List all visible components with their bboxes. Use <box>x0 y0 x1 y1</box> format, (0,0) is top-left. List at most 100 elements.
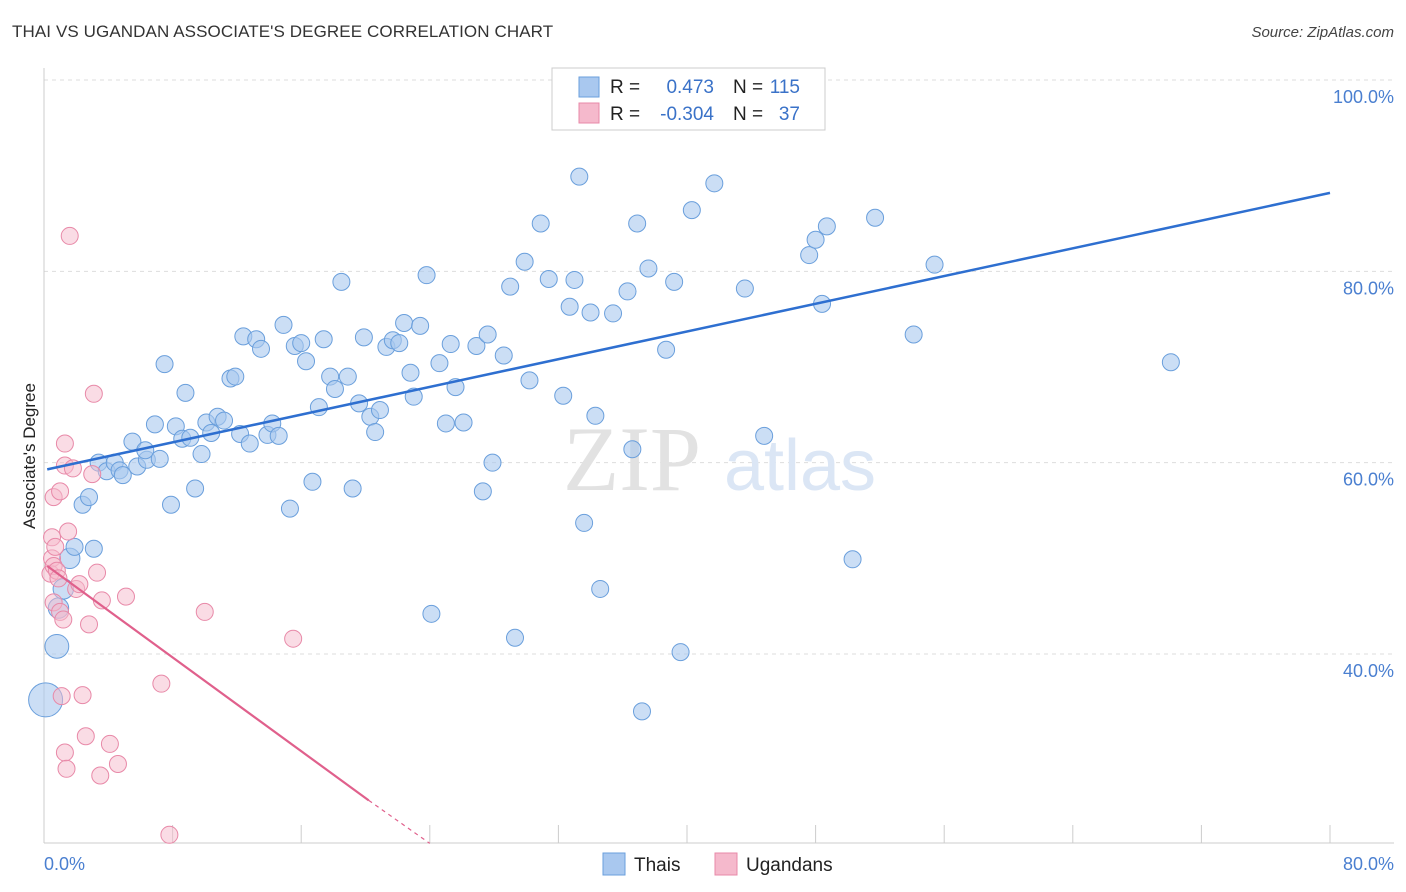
thais-point-89 <box>575 513 594 532</box>
thais-point-110 <box>843 550 862 569</box>
x-tick-label-right: 80.0% <box>1343 854 1394 874</box>
thais-point-91 <box>586 406 605 425</box>
thais-point-8 <box>80 488 99 507</box>
thais-point-62 <box>390 334 409 353</box>
thais-point-109 <box>817 217 836 236</box>
thais-point-112 <box>904 325 923 344</box>
thais-point-73 <box>454 413 473 432</box>
ugandans-point-34 <box>160 825 179 844</box>
thais-point-67 <box>417 266 436 285</box>
ugandans-point-23 <box>76 727 95 746</box>
thais-point-85 <box>554 386 573 405</box>
ugandans-trend-line <box>46 565 370 802</box>
thais-point-47 <box>303 472 322 491</box>
thais-point-95 <box>623 440 642 459</box>
ugandans-trend-extension <box>368 799 431 844</box>
thais-point-54 <box>343 479 362 498</box>
thais-point-68 <box>422 604 441 623</box>
legend-row1-r-value: 0.473 <box>666 77 714 98</box>
thais-point-21 <box>161 495 180 514</box>
legend-row2-r-label: R = <box>610 104 640 125</box>
legend-row1-n-value: 115 <box>770 77 800 98</box>
ugandans-point-14 <box>55 434 74 453</box>
y-axis-label: Associate's Degree <box>20 383 39 529</box>
ugandans-point-36 <box>284 629 303 648</box>
ugandans-point-11 <box>52 687 71 706</box>
thais-point-76 <box>478 325 497 344</box>
thais-point-51 <box>325 380 344 399</box>
y-tick-label-1: 80.0% <box>1343 278 1394 298</box>
ugandans-point-18 <box>60 226 79 245</box>
thais-point-82 <box>520 371 539 390</box>
thais-point-90 <box>581 303 600 322</box>
ugandans-point-31 <box>108 755 127 774</box>
chart-source: Source: ZipAtlas.com <box>1251 24 1394 41</box>
thais-point-101 <box>671 643 690 662</box>
thais-point-20 <box>155 355 174 374</box>
thais-point-93 <box>604 304 623 323</box>
thais-point-6 <box>84 539 103 558</box>
ugandans-point-35 <box>195 602 214 621</box>
ugandans-point-25 <box>83 465 102 484</box>
thais-point-102 <box>682 201 701 220</box>
legend-row2-n-value: 37 <box>779 104 800 125</box>
thais-point-94 <box>618 282 637 301</box>
ugandans-point-33 <box>152 674 171 693</box>
thais-point-36 <box>240 434 259 453</box>
thais-point-18 <box>145 415 164 434</box>
thais-point-58 <box>366 423 385 442</box>
thais-point-79 <box>501 277 520 296</box>
thais-point-83 <box>531 214 550 233</box>
thais-point-77 <box>483 453 502 472</box>
ugandans-point-30 <box>100 734 119 753</box>
ugandans-point-12 <box>54 610 73 629</box>
x-tick-label-left: 0.0% <box>44 854 85 874</box>
thais-point-31 <box>215 411 234 430</box>
thais-point-52 <box>332 272 351 291</box>
tick-labels: 100.0% 80.0% 60.0% 40.0% 0.0% 80.0% <box>44 87 1394 874</box>
ugandans-point-6 <box>46 537 65 556</box>
ugandans-point-27 <box>88 563 107 582</box>
legend-row1-n-label: N = <box>733 77 763 98</box>
thais-point-107 <box>806 230 825 249</box>
ugandans-point-32 <box>116 587 135 606</box>
series-thais-points <box>28 167 1180 721</box>
series-ugandans-points <box>41 226 303 844</box>
thais-point-41 <box>269 426 288 445</box>
thais-point-46 <box>297 352 316 371</box>
thais-point-33 <box>226 367 245 386</box>
trend-lines <box>46 191 1331 844</box>
thais-point-106 <box>800 246 819 265</box>
ugandans-point-28 <box>91 766 110 785</box>
thais-point-53 <box>338 367 357 386</box>
thais-point-88 <box>570 167 589 186</box>
thais-point-64 <box>401 363 420 382</box>
thais-point-80 <box>505 628 524 647</box>
thais-point-71 <box>441 335 460 354</box>
legend-row1-r-label: R = <box>610 77 640 98</box>
thais-point-43 <box>280 499 299 518</box>
bottom-legend-thais-swatch <box>602 852 626 876</box>
thais-point-49 <box>314 330 333 349</box>
ugandans-point-26 <box>84 384 103 403</box>
thais-point-78 <box>494 346 513 365</box>
thais-point-27 <box>192 445 211 464</box>
thais-point-38 <box>252 339 271 358</box>
chart-title: THAI VS UGANDAN ASSOCIATE'S DEGREE CORRE… <box>12 22 554 41</box>
ugandans-point-9 <box>51 482 70 501</box>
y-tick-label-3: 40.0% <box>1343 661 1394 681</box>
ugandans-point-16 <box>57 759 76 778</box>
thais-point-45 <box>292 334 311 353</box>
legend-box: R = 0.473 N = 115 R = -0.304 N = 37 <box>551 67 826 131</box>
legend-row2-r-value: -0.304 <box>660 104 714 125</box>
thais-point-100 <box>665 272 684 291</box>
y-tick-label-2: 60.0% <box>1343 470 1394 490</box>
thais-point-63 <box>395 313 414 332</box>
thais-point-99 <box>657 340 676 359</box>
thais-point-42 <box>274 315 293 334</box>
thais-point-5 <box>65 537 84 556</box>
thais-point-74 <box>467 336 486 355</box>
thais-point-92 <box>591 579 610 598</box>
bottom-legend: Thais Ugandans <box>602 852 833 876</box>
